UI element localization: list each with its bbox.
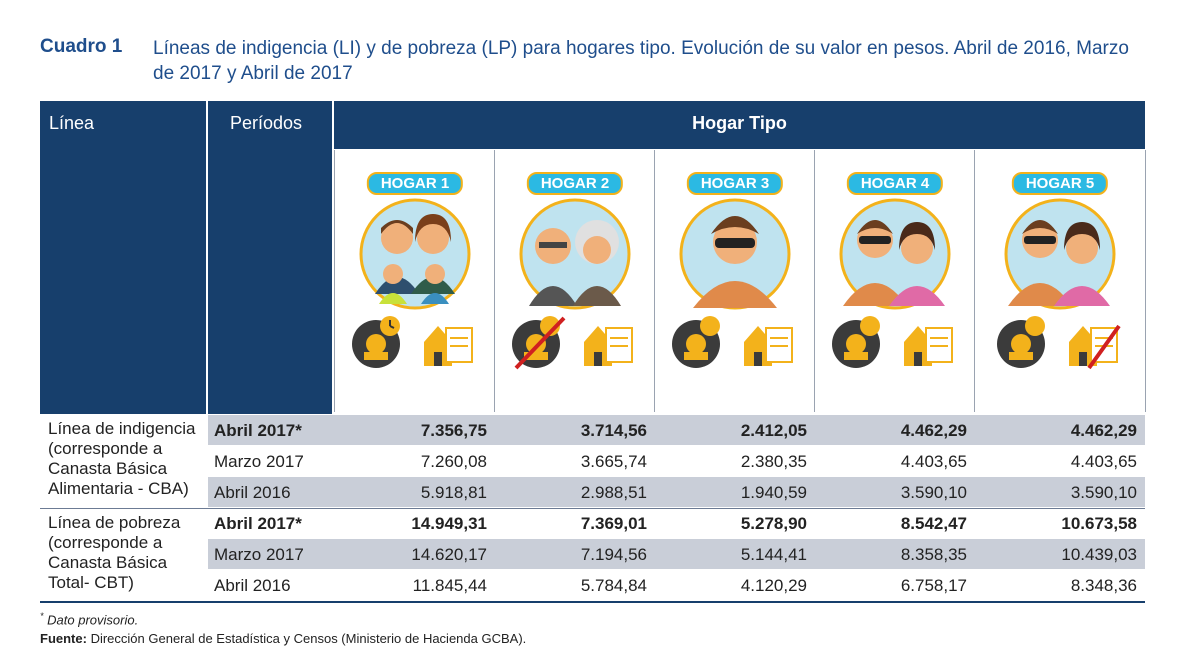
row-value: 6.758,17 [900,576,967,595]
hogar-3-label: HOGAR 3 [686,172,784,195]
table-row: Abril 2017* 14.949,31 7.369,01 5.278,90 … [40,508,1145,538]
table-row: Abril 2017* 7.356,75 3.714,56 2.412,05 4… [40,415,1145,445]
caption-title: Líneas de indigencia (LI) y de pobreza (… [153,38,1129,84]
row-period: Marzo 2017 [214,452,304,471]
row-value: 3.590,10 [900,483,967,502]
header-linea: Línea [40,101,206,414]
row-value: 14.949,31 [411,514,487,533]
caption-label: Cuadro 1 [40,36,123,57]
group-label-pobreza: Línea de pobreza (corresponde a Canasta … [48,513,181,592]
header-periodos-label: Períodos [230,113,303,133]
row-value: 14.620,17 [411,545,487,564]
table-row: Marzo 2017 7.260,08 3.665,74 2.380,35 4.… [40,446,1145,476]
source-text: Dirección General de Estadística y Censo… [90,631,527,646]
row-value: 11.845,44 [412,576,487,595]
single-man-portrait-icon [679,198,791,310]
row-period: Abril 2016 [214,576,291,595]
hogar-3-condition-icons [672,316,793,368]
row-value: 7.356,75 [420,421,487,440]
header-hogar-tipo-label: Hogar Tipo [692,113,787,133]
hogar-5-condition-icons [997,316,1121,370]
row-value: 4.462,29 [900,421,967,440]
row-value: 5.144,41 [740,545,807,564]
couple-portrait-icon [839,198,951,310]
source-note: Fuente: Dirección General de Estadística… [40,631,526,646]
header-hogar-tipo: Hogar Tipo [334,101,1145,149]
hogar-1-condition-icons [352,316,473,368]
hogar-4-label: HOGAR 4 [846,172,944,195]
row-value: 8.542,47 [900,514,967,533]
row-value: 4.120,29 [740,576,807,595]
row-value: 8.348,36 [1070,576,1137,595]
group-divider [40,508,1145,509]
hogar-1-cell: HOGAR 1 [334,150,496,412]
header-linea-label: Línea [49,113,95,133]
family-portrait-icon [359,198,471,310]
hogar-4-cell: HOGAR 4 [814,150,976,412]
row-value: 5.278,90 [740,514,807,533]
hogar-5-label: HOGAR 5 [1011,172,1109,195]
table-row: Abril 2016 11.845,44 5.784,84 4.120,29 6… [40,570,1145,600]
row-value: 7.260,08 [420,452,487,471]
row-value: 4.462,29 [1070,421,1137,440]
source-label: Fuente: [40,631,87,646]
table-row: Abril 2016 5.918,81 2.988,51 1.940,59 3.… [40,477,1145,507]
footnote: * Dato provisorio. [40,611,139,628]
row-value: 3.590,10 [1070,483,1137,502]
hogar-1-label: HOGAR 1 [366,172,464,195]
table-row: Marzo 2017 14.620,17 7.194,56 5.144,41 8… [40,539,1145,569]
row-period: Abril 2017* [214,514,302,533]
hogar-5-cell: HOGAR 5 [974,150,1146,412]
hogar-2-label: HOGAR 2 [526,172,624,195]
hogar-4-condition-icons [832,316,953,368]
row-value: 2.988,51 [580,483,647,502]
row-value: 5.784,84 [580,576,647,595]
couple-portrait-icon [1004,198,1116,310]
hogar-2-condition-icons [512,316,633,370]
row-value: 4.403,65 [900,452,967,471]
row-period: Marzo 2017 [214,545,304,564]
table-bottom-rule [40,601,1145,603]
row-value: 2.380,35 [740,452,807,471]
row-value: 5.918,81 [420,483,487,502]
header-periodos: Períodos [208,101,332,414]
row-value: 10.673,58 [1061,514,1137,533]
row-value: 7.369,01 [580,514,647,533]
row-value: 2.412,05 [740,421,807,440]
row-value: 8.358,35 [900,545,967,564]
row-period: Abril 2017* [214,421,302,440]
hogar-2-cell: HOGAR 2 [494,150,656,412]
row-value: 10.439,03 [1061,545,1137,564]
row-value: 1.940,59 [740,483,807,502]
hogar-3-cell: HOGAR 3 [654,150,816,412]
row-value: 7.194,56 [580,545,647,564]
row-value: 4.403,65 [1070,452,1137,471]
row-period: Abril 2016 [214,483,291,502]
row-value: 3.714,56 [580,421,647,440]
footnote-text: Dato provisorio. [47,612,139,628]
group-label-indigencia: Línea de indigencia (corresponde a Canas… [48,419,196,498]
elderly-couple-portrait-icon [519,198,631,310]
row-value: 3.665,74 [580,452,647,471]
